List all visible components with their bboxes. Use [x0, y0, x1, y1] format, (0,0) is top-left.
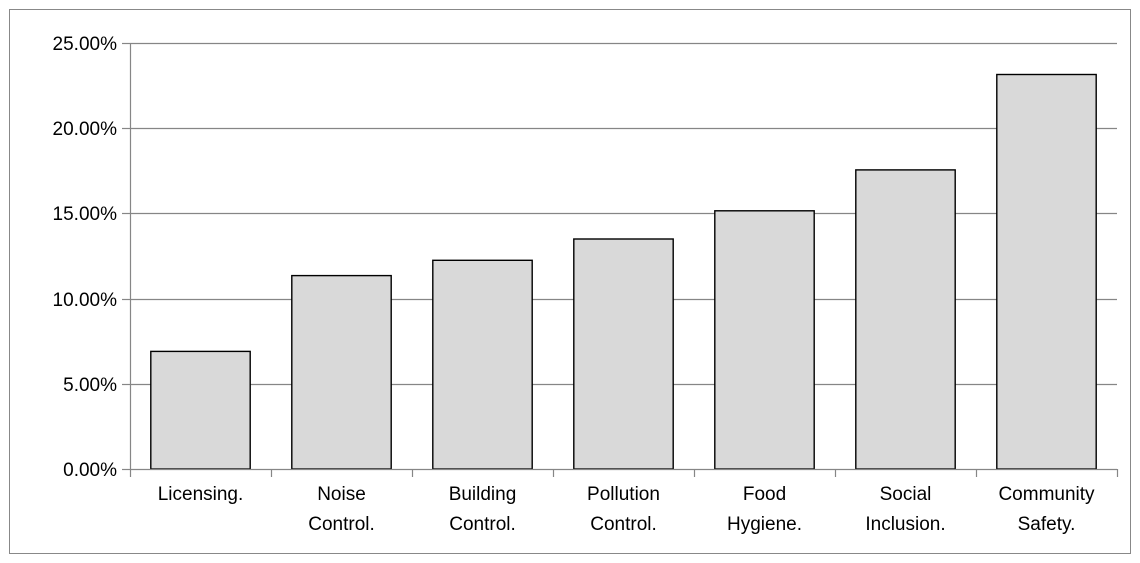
- bars: [150, 73, 1097, 470]
- x-category-labels: Licensing. Noise Control. Building Control. P…: [158, 484, 1095, 535]
- bar: [150, 350, 251, 470]
- x-category-label: Licensing.: [158, 484, 244, 505]
- bar: [714, 210, 815, 470]
- bar: [855, 169, 956, 470]
- y-tick-label: 20.00%: [53, 119, 118, 140]
- y-tick-label: 15.00%: [53, 204, 118, 225]
- y-tick-label: 10.00%: [53, 290, 118, 311]
- axes: [122, 42, 1119, 477]
- y-tick-label: 0.00%: [63, 460, 117, 481]
- bar: [573, 238, 674, 470]
- x-category-label: Noise Control.: [308, 484, 375, 535]
- x-category-label: Community Safety.: [998, 484, 1095, 535]
- bar: [996, 73, 1097, 470]
- y-tick-label: 5.00%: [63, 375, 117, 396]
- x-category-label: Building Control.: [449, 484, 517, 535]
- y-tick-label: 25.00%: [53, 34, 118, 55]
- bar: [432, 259, 533, 470]
- x-category-label: Food Hygiene.: [727, 484, 802, 535]
- x-category-label: Pollution Control.: [587, 484, 660, 535]
- x-category-label: Social Inclusion.: [865, 484, 945, 535]
- y-tick-labels: 0.00% 5.00% 10.00% 15.00% 20.00% 25.00%: [53, 34, 118, 481]
- bar: [291, 274, 392, 470]
